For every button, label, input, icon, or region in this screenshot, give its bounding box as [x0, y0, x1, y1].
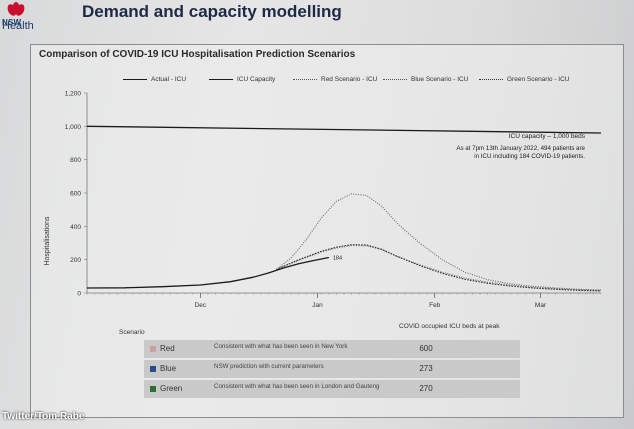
note-annotation-line2: in ICU including 184 COVID-19 patients.: [474, 153, 585, 160]
y-tick-label: 600: [70, 191, 81, 198]
legend-red: Red Scenario - ICU: [293, 76, 377, 83]
legend-swatch-actual: [123, 79, 147, 80]
legend-label-red: Red Scenario - ICU: [321, 76, 378, 83]
y-tick-label: 0: [77, 291, 81, 298]
actual-end-label: 184: [333, 256, 342, 262]
legend-swatch-blue: [383, 79, 407, 80]
logo-text: NSW: [2, 18, 22, 27]
scenario-peak: 600: [419, 344, 433, 353]
series-line-actual-icu: [86, 256, 330, 289]
chart-axes: 0 200 400 600 800 1,000 1,200 Dec Jan Feb Mar: [65, 91, 602, 309]
org-name: Health: [2, 20, 34, 32]
legend-label-blue: Blue Scenario - ICU: [411, 76, 469, 83]
scenario-name: Green: [160, 384, 183, 393]
table-row-red: Red Consistent with what has been seen i…: [144, 340, 520, 358]
note-annotation-line1: As at 7pm 13th January 2022, 494 patient…: [456, 145, 585, 152]
scenario-description: Consistent with what has been seen in Lo…: [214, 383, 380, 390]
y-tick-label: 1,000: [65, 124, 82, 131]
waratah-logo-icon: [7, 2, 25, 16]
legend-swatch-red: [293, 79, 317, 80]
legend-green: Green Scenario - ICU: [479, 76, 570, 83]
y-tick-label: 800: [70, 157, 81, 164]
page-title: Demand and capacity modelling: [82, 2, 342, 21]
peak-column-header: COVID occupied ICU beds at peak: [399, 323, 500, 330]
scenario-name: Red: [160, 344, 175, 353]
legend-blue: Blue Scenario - ICU: [383, 76, 468, 83]
series-line-red-scenario-icu: [275, 193, 602, 291]
table-row-green: Green Consistent with what has been seen…: [144, 380, 520, 398]
legend-actual: Actual - ICU: [123, 76, 186, 83]
series-line-green-scenario-icu: [275, 244, 602, 292]
chart-title: Comparison of COVID-19 ICU Hospitalisati…: [39, 49, 356, 60]
legend-swatch-green: [479, 79, 503, 80]
y-tick-label: 200: [70, 257, 81, 264]
x-tick-label: Dec: [195, 302, 207, 309]
series-line-blue-scenario-icu: [275, 244, 602, 291]
color-swatch-blue: [150, 366, 156, 372]
series-line-icu-capacity: [86, 125, 602, 134]
chart-series: [86, 125, 602, 292]
scenario-column-header: Scenario: [119, 329, 145, 336]
scenario-peak: 270: [419, 384, 433, 393]
legend-capacity: ICU Capacity: [209, 76, 275, 83]
legend-swatch-capacity: [209, 79, 233, 80]
legend-label-actual: Actual - ICU: [151, 76, 187, 83]
capacity-annotation: ICU capacity – 1,000 beds: [509, 133, 586, 140]
y-tick-label: 400: [70, 224, 81, 231]
scenario-table: Red Consistent with what has been seen i…: [144, 340, 520, 400]
photo-credit: Twitter/Tom Rabe: [2, 411, 85, 422]
table-row-blue: Blue NSW prediction with current paramet…: [144, 360, 520, 378]
x-tick-label: Feb: [429, 302, 441, 309]
scenario-description: Consistent with what has been seen in Ne…: [214, 343, 348, 350]
chart-panel: Comparison of COVID-19 ICU Hospitalisati…: [30, 44, 624, 418]
legend-label-green: Green Scenario - ICU: [507, 76, 570, 83]
color-swatch-green: [150, 386, 156, 392]
scenario-peak: 273: [419, 364, 433, 373]
scenario-name: Blue: [160, 364, 177, 373]
color-swatch-red: [150, 346, 156, 352]
x-tick-label: Mar: [535, 302, 547, 309]
scenario-description: NSW prediction with current parameters: [214, 363, 324, 370]
legend-label-capacity: ICU Capacity: [237, 76, 276, 83]
y-axis-label: Hospitalisations: [44, 216, 51, 266]
y-tick-label: 1,200: [65, 91, 82, 98]
page-header: NSW Health Demand and capacity modelling: [0, 0, 634, 40]
chart-plot: 0 200 400 600 800 1,000 1,200 Dec Jan Feb Mar Hosp…: [44, 91, 602, 309]
x-tick-label: Jan: [312, 302, 323, 309]
